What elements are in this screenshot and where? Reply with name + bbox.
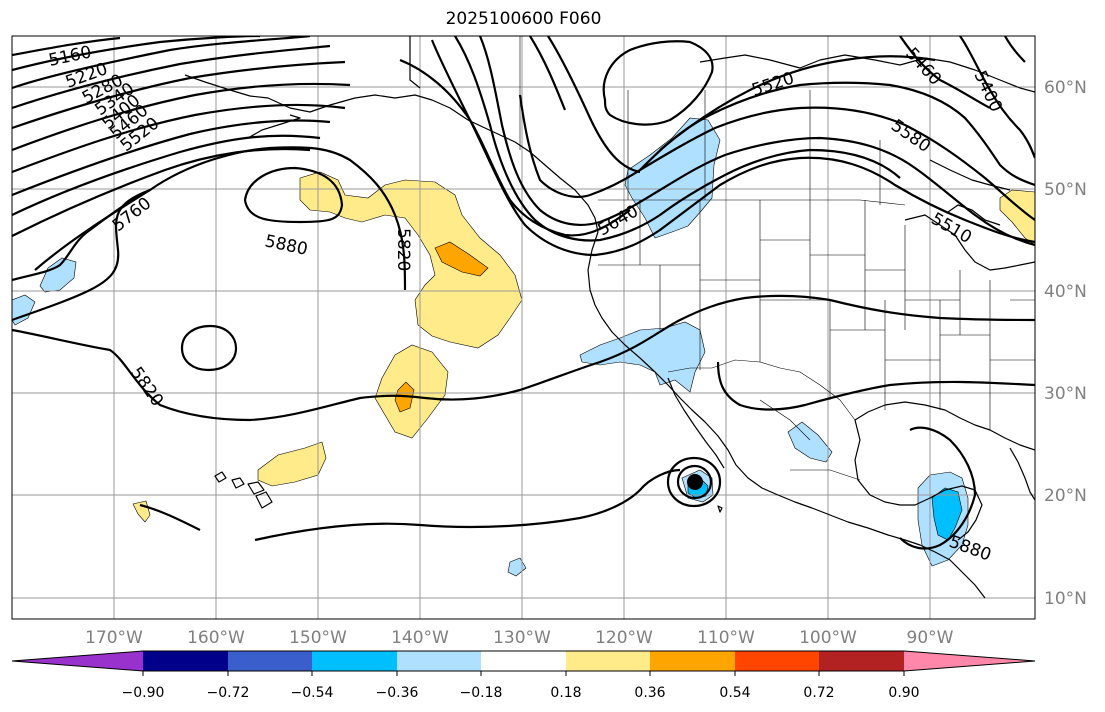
latitude-label: 30°N	[1044, 384, 1087, 404]
positive-anomaly-core	[434, 241, 489, 277]
negative-anomaly-mexico	[787, 421, 833, 463]
latitude-label: 10°N	[1044, 589, 1087, 609]
height-contours	[12, 36, 1035, 550]
longitude-label: 120°W	[595, 628, 653, 648]
longitude-label: 170°W	[85, 628, 143, 648]
political-borders	[519, 36, 1035, 481]
colorbar-tick: 0.54	[719, 685, 750, 701]
longitude-label: 150°W	[289, 628, 347, 648]
longitude-label: 160°W	[187, 628, 245, 648]
colorbar: −0.90 −0.72 −0.54 −0.36 −0.18 0.18 0.36 …	[11, 650, 1036, 701]
latitude-label: 20°N	[1044, 486, 1087, 506]
hurricane-center	[687, 474, 703, 490]
colorbar-segment	[566, 651, 650, 671]
anomaly-shading	[12, 117, 1035, 577]
colorbar-extend-high	[904, 651, 1035, 671]
negative-anomaly-northwest-us	[624, 117, 721, 239]
colorbar-tick: −0.72	[207, 685, 250, 701]
latitude-label: 50°N	[1044, 180, 1087, 200]
gridlines	[12, 36, 1035, 619]
colorbar-tick: 0.72	[803, 685, 834, 701]
colorbar-tick: 0.90	[888, 685, 919, 701]
colorbar-tick: −0.36	[376, 685, 419, 701]
latitude-label: 40°N	[1044, 282, 1087, 302]
colorbar-extend-low	[12, 651, 143, 671]
longitude-label: 90°W	[907, 628, 954, 648]
negative-anomaly-southwest-us	[579, 321, 706, 393]
colorbar-tick: −0.18	[460, 685, 503, 701]
longitude-labels: 170°W 160°W 150°W 140°W 130°W 120°W 110°…	[85, 628, 954, 648]
colorbar-tick: −0.90	[122, 685, 165, 701]
longitude-label: 100°W	[799, 628, 857, 648]
colorbar-segment	[819, 651, 904, 671]
colorbar-segment	[397, 651, 481, 671]
coastlines	[184, 36, 1035, 599]
map-title: 2025100600 F060	[445, 9, 602, 29]
positive-anomaly-hawaii	[257, 441, 327, 487]
colorbar-segment	[735, 651, 819, 671]
contour-label: 5820	[393, 228, 413, 271]
colorbar-segment	[650, 651, 735, 671]
map-frame	[11, 35, 1036, 620]
longitude-label: 110°W	[697, 628, 755, 648]
colorbar-segment	[143, 651, 228, 671]
latitude-label: 60°N	[1044, 78, 1087, 98]
colorbar-tick: 0.36	[634, 685, 665, 701]
latitude-labels: 60°N 50°N 40°N 30°N 20°N 10°N	[1044, 78, 1087, 609]
colorbar-segment	[312, 651, 397, 671]
positive-anomaly-gulf-alaska	[299, 171, 523, 349]
colorbar-segment	[228, 651, 312, 671]
colorbar-segment	[481, 651, 566, 671]
colorbar-tick: −0.54	[291, 685, 334, 701]
longitude-label: 130°W	[493, 628, 551, 648]
longitude-label: 140°W	[391, 628, 449, 648]
colorbar-tick: 0.18	[550, 685, 581, 701]
